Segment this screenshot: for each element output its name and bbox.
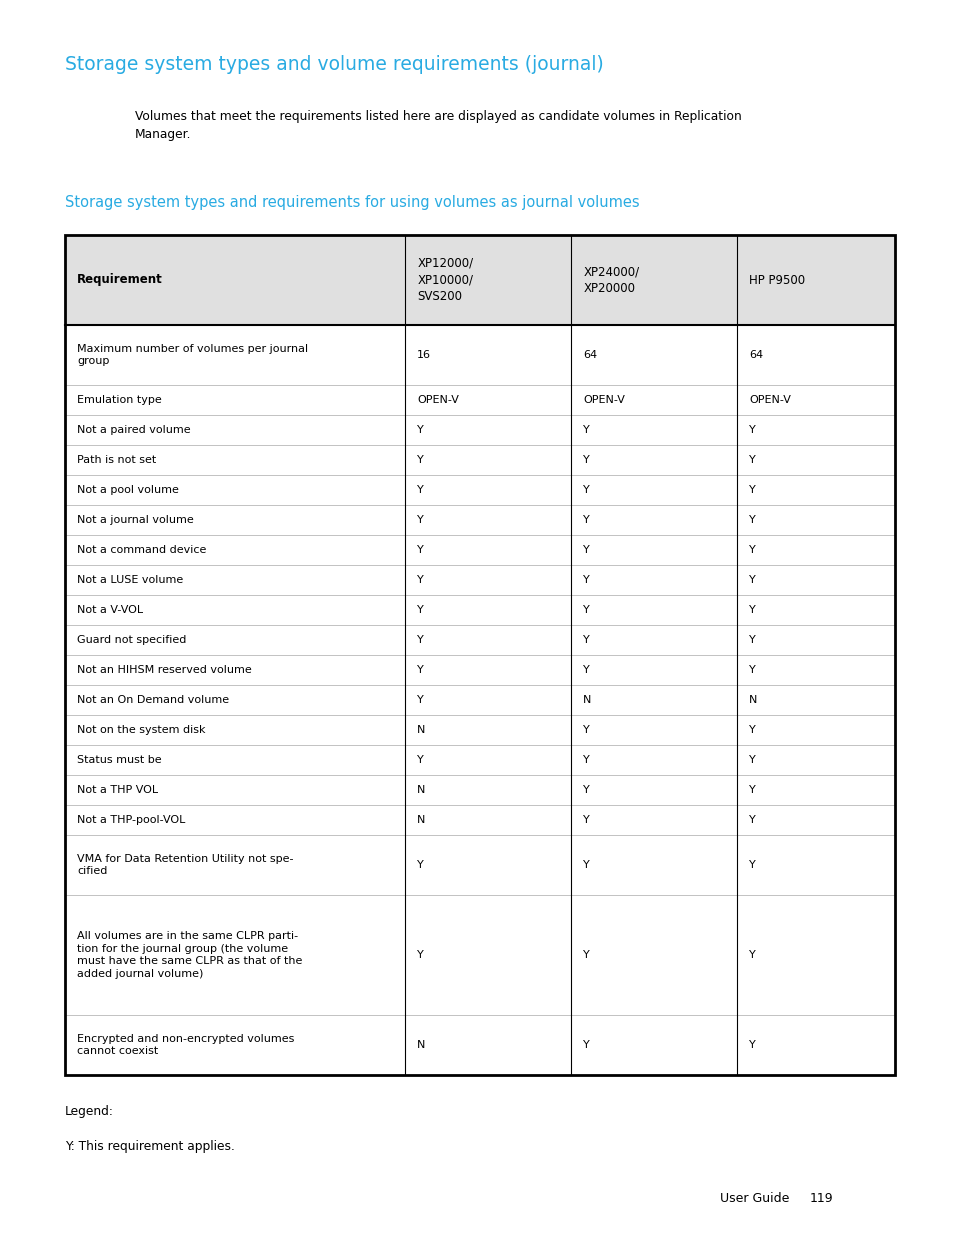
Text: Y: Y [416,635,423,645]
Text: Y: Y [748,515,756,525]
Text: Y: Y [416,454,423,466]
Text: 119: 119 [809,1192,833,1205]
Text: Storage system types and requirements for using volumes as journal volumes: Storage system types and requirements fo… [65,195,639,210]
Text: Y: Y [748,635,756,645]
Text: Legend:: Legend: [65,1105,113,1118]
Text: Volumes that meet the requirements listed here are displayed as candidate volume: Volumes that meet the requirements liste… [135,110,741,141]
Text: Y: Y [416,425,423,435]
Text: XP12000/
XP10000/
SVS200: XP12000/ XP10000/ SVS200 [416,257,473,303]
Text: Y: Y [748,454,756,466]
Text: Y: Y [582,725,590,735]
Text: Not a paired volume: Not a paired volume [77,425,191,435]
Text: Y: Y [748,605,756,615]
Text: Y: Y [748,664,756,676]
Text: User Guide: User Guide [720,1192,788,1205]
Text: Y: Y [416,695,423,705]
Text: Y: Y [582,664,590,676]
Text: Maximum number of volumes per journal
group: Maximum number of volumes per journal gr… [77,343,308,367]
Text: Y: Y [582,425,590,435]
Text: Y: Y [748,860,756,869]
Text: Not a journal volume: Not a journal volume [77,515,193,525]
Text: 16: 16 [416,350,431,359]
Text: Y: Y [582,635,590,645]
Text: Y: Y [748,725,756,735]
Text: Y: This requirement applies.: Y: This requirement applies. [65,1140,234,1153]
Text: Emulation type: Emulation type [77,395,162,405]
Text: Y: Y [582,545,590,555]
Text: VMA for Data Retention Utility not spe-
cified: VMA for Data Retention Utility not spe- … [77,853,294,877]
Text: Y: Y [416,860,423,869]
Text: Not a pool volume: Not a pool volume [77,485,179,495]
Text: Y: Y [748,755,756,764]
Text: Y: Y [416,950,423,960]
Text: Y: Y [416,515,423,525]
Text: Y: Y [582,515,590,525]
Text: Y: Y [582,860,590,869]
Text: Not an On Demand volume: Not an On Demand volume [77,695,229,705]
Text: Y: Y [582,605,590,615]
Text: Y: Y [582,785,590,795]
Text: Not a THP-pool-VOL: Not a THP-pool-VOL [77,815,185,825]
Text: Y: Y [582,950,590,960]
Text: Y: Y [748,815,756,825]
Text: Y: Y [582,576,590,585]
Text: Storage system types and volume requirements (journal): Storage system types and volume requirem… [65,56,603,74]
Text: Not on the system disk: Not on the system disk [77,725,205,735]
Text: Y: Y [748,576,756,585]
Text: Y: Y [416,605,423,615]
Text: N: N [582,695,591,705]
Text: N: N [416,815,425,825]
Text: Y: Y [748,1040,756,1050]
Text: Y: Y [748,785,756,795]
Text: Y: Y [416,545,423,555]
Text: Not a command device: Not a command device [77,545,206,555]
Text: N: N [748,695,757,705]
Text: OPEN-V: OPEN-V [416,395,458,405]
Text: Y: Y [582,1040,590,1050]
Text: Y: Y [416,755,423,764]
Text: Guard not specified: Guard not specified [77,635,186,645]
Text: Requirement: Requirement [77,273,163,287]
Text: Status must be: Status must be [77,755,161,764]
Text: Not an HIHSM reserved volume: Not an HIHSM reserved volume [77,664,252,676]
Text: N: N [416,785,425,795]
Text: Y: Y [582,454,590,466]
Text: Y: Y [416,485,423,495]
Text: Y: Y [748,545,756,555]
Text: HP P9500: HP P9500 [748,273,804,287]
Text: XP24000/
XP20000: XP24000/ XP20000 [582,266,639,295]
Text: OPEN-V: OPEN-V [748,395,790,405]
Text: Y: Y [582,755,590,764]
Text: Encrypted and non-encrypted volumes
cannot coexist: Encrypted and non-encrypted volumes cann… [77,1034,294,1056]
Text: 64: 64 [582,350,597,359]
Text: N: N [416,1040,425,1050]
Text: Not a V-VOL: Not a V-VOL [77,605,143,615]
Text: All volumes are in the same CLPR parti-
tion for the journal group (the volume
m: All volumes are in the same CLPR parti- … [77,931,302,979]
Text: Y: Y [416,576,423,585]
Text: N: N [416,725,425,735]
Bar [65,235,894,1074]
Text: Path is not set: Path is not set [77,454,156,466]
Text: Y: Y [582,815,590,825]
Text: Y: Y [582,485,590,495]
Text: Not a LUSE volume: Not a LUSE volume [77,576,183,585]
Text: Y: Y [748,485,756,495]
Text: Not a THP VOL: Not a THP VOL [77,785,158,795]
Text: 64: 64 [748,350,762,359]
Text: Y: Y [748,425,756,435]
Bar [65,235,894,325]
Text: OPEN-V: OPEN-V [582,395,624,405]
Text: Y: Y [748,950,756,960]
Text: Y: Y [416,664,423,676]
